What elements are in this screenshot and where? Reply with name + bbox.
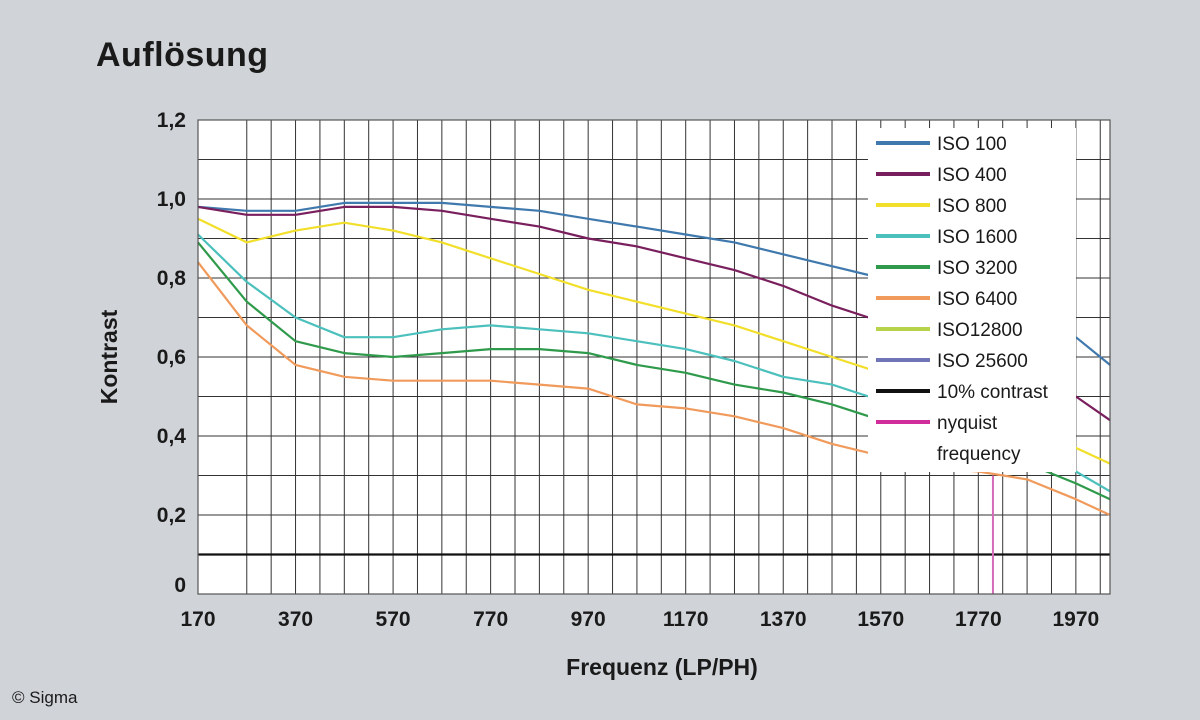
x-tick-label: 370 bbox=[278, 608, 313, 631]
y-axis-ticks: 0 0,2 0,4 0,6 0,8 1,0 1,2 bbox=[157, 109, 187, 597]
x-axis-ticks: 170 370 570 770 970 1170 1370 1570 1770 1970 bbox=[180, 608, 1099, 631]
legend-label: frequency bbox=[937, 444, 1021, 465]
legend-label: ISO 3200 bbox=[937, 258, 1017, 279]
y-tick-label: 0,2 bbox=[157, 504, 186, 527]
legend-label: ISO12800 bbox=[937, 320, 1023, 341]
legend-label: 10% contrast bbox=[937, 382, 1049, 403]
y-tick-label: 1,0 bbox=[157, 188, 186, 211]
y-axis-label: Kontrast bbox=[96, 309, 122, 404]
x-tick-label: 570 bbox=[376, 608, 411, 631]
y-tick-label: 0,8 bbox=[157, 267, 187, 290]
x-tick-label: 1770 bbox=[955, 608, 1002, 631]
x-tick-label: 170 bbox=[180, 608, 215, 631]
legend-label: ISO 400 bbox=[937, 165, 1007, 186]
x-axis-label: Frequenz (LP/PH) bbox=[566, 654, 758, 680]
legend: ISO 100 ISO 400 ISO 800 ISO 1600 ISO 3200 ISO… bbox=[868, 128, 1076, 472]
y-tick-label: 0,4 bbox=[157, 425, 187, 448]
legend-label: ISO 6400 bbox=[937, 289, 1017, 310]
y-tick-label: 0,6 bbox=[157, 346, 186, 369]
y-tick-label: 1,2 bbox=[157, 109, 186, 132]
x-tick-label: 1170 bbox=[663, 608, 709, 631]
y-tick-label: 0 bbox=[174, 574, 186, 597]
legend-label: ISO 1600 bbox=[937, 227, 1017, 248]
x-tick-label: 1970 bbox=[1053, 608, 1100, 631]
chart-title: Auflösung bbox=[96, 36, 269, 74]
legend-label: ISO 800 bbox=[937, 196, 1007, 217]
x-tick-label: 970 bbox=[571, 608, 606, 631]
plot-frame bbox=[197, 119, 1111, 595]
legend-label: ISO 100 bbox=[937, 134, 1007, 155]
legend-label: ISO 25600 bbox=[937, 351, 1028, 372]
x-tick-label: 770 bbox=[473, 608, 508, 631]
reference-lines bbox=[198, 475, 1110, 594]
x-tick-label: 1570 bbox=[857, 608, 904, 631]
legend-label: nyquist bbox=[937, 413, 998, 434]
x-tick-label: 1370 bbox=[760, 608, 807, 631]
copyright-credit: © Sigma bbox=[12, 688, 78, 707]
